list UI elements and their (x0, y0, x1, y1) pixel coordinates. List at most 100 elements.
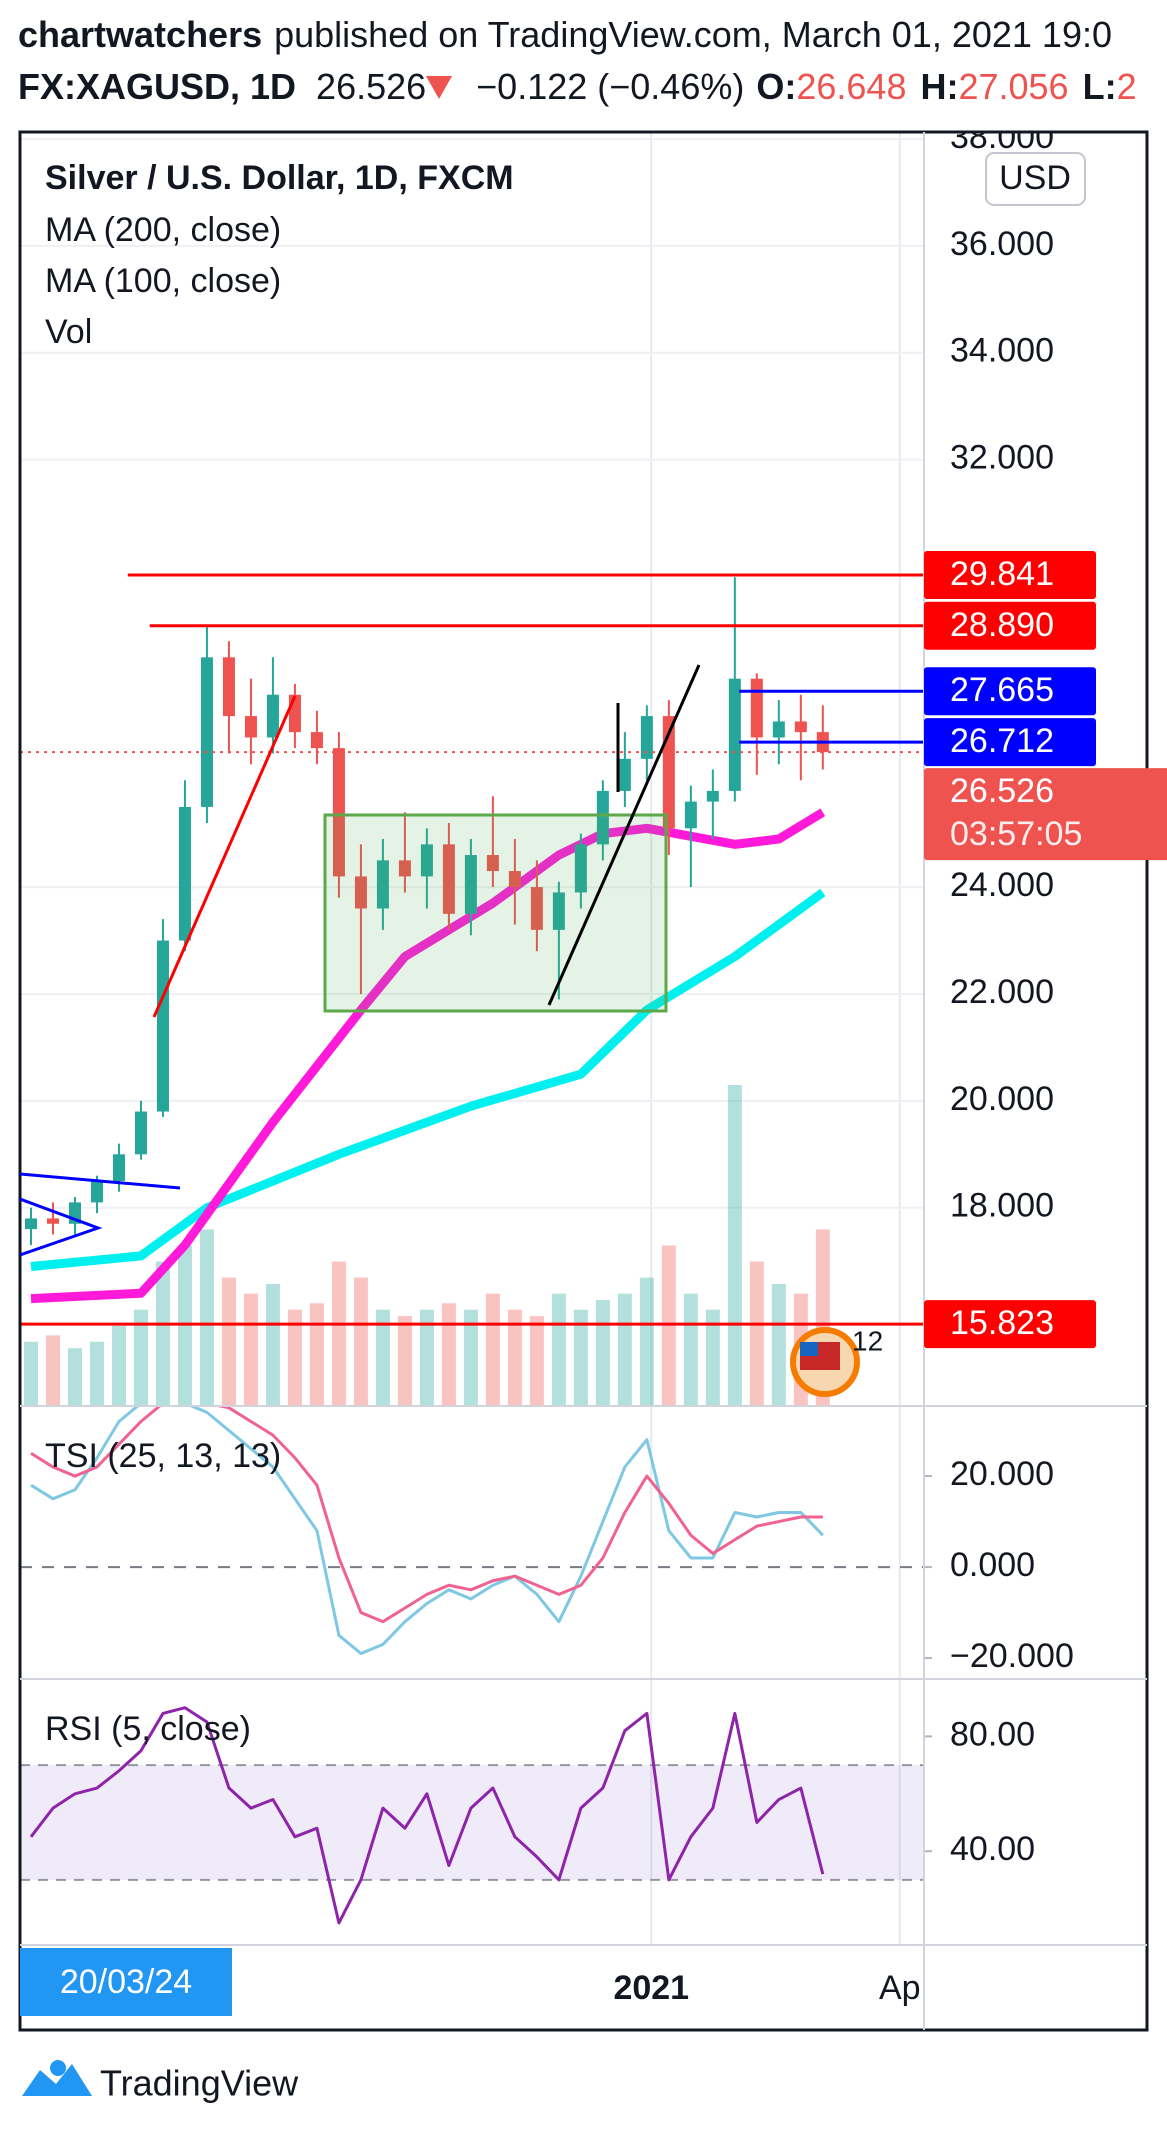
volume-bar (397, 1316, 412, 1406)
high-label: H: (920, 66, 958, 107)
legend-entry: MA (200, close) (45, 211, 281, 249)
indicator-line (30, 1406, 823, 1624)
volume-bar (529, 1316, 544, 1406)
candle-body (244, 716, 257, 738)
y-tick-label: 36.000 (950, 225, 1054, 263)
volume-bar (551, 1293, 566, 1406)
legend-entry: Vol (45, 313, 92, 351)
volume-bar (155, 1261, 170, 1406)
date-marker-box (20, 1948, 232, 2016)
y-tick-label: 40.00 (950, 1830, 1035, 1868)
x-tick-label: Ap (879, 1969, 921, 2007)
high: 27.056 (958, 66, 1068, 107)
candle-body (530, 887, 543, 930)
triangle-line (20, 1197, 103, 1257)
pane-title: RSI (5, close) (45, 1710, 251, 1748)
volume-bar (771, 1284, 786, 1406)
price-tag-label: 26.526 (950, 772, 1054, 810)
candle-body (310, 732, 323, 749)
y-tick-label: 22.000 (950, 973, 1054, 1011)
volume-bar (177, 1245, 192, 1406)
volume-bar (243, 1293, 258, 1406)
down-arrow (426, 76, 452, 99)
pane: 2021 Ap (613, 1969, 920, 2007)
volume-bar (727, 1085, 742, 1406)
y-tick-label: 34.000 (950, 332, 1054, 370)
candle-body (376, 860, 389, 909)
y-tick-label: 20.000 (950, 1080, 1054, 1118)
price-tag (924, 601, 1096, 650)
volume-bar (287, 1309, 302, 1406)
y-tick-label: −20.000 (950, 1637, 1074, 1675)
footer-brand: TradingView (100, 2063, 299, 2104)
y-tick-label: 24.000 (950, 866, 1054, 904)
indicator-line (30, 1406, 824, 1656)
candle-body (112, 1154, 125, 1182)
candle-body (706, 790, 719, 802)
open-label: O: (756, 66, 796, 107)
candle-body (508, 871, 521, 888)
volume-bar (705, 1309, 720, 1406)
x-tick-label: 2021 (613, 1969, 689, 2007)
event-count[interactable]: 12 (852, 1325, 883, 1356)
volume-bar (749, 1261, 764, 1406)
candle-body (288, 694, 301, 733)
legend-title: Silver / U.S. Dollar, 1D, FXCM (45, 159, 514, 197)
y-tick-label: 80.00 (950, 1715, 1035, 1753)
candle-body (332, 748, 345, 877)
chart-frame (18, 130, 1149, 2032)
candle-body (222, 657, 235, 717)
candle-body (486, 855, 499, 872)
volume-bar (507, 1309, 522, 1406)
candle-body (398, 860, 411, 877)
candle-body (552, 892, 565, 930)
volume-bar (441, 1303, 456, 1406)
volume-bar (111, 1325, 126, 1406)
indicator-line (29, 1706, 825, 1925)
volume-bar (573, 1309, 588, 1406)
low-label: L: (1083, 66, 1117, 107)
moving-average (30, 888, 826, 1272)
candle-body (772, 721, 785, 738)
header-line-2: FX:XAGUSD, 1D 26.526 −0.122 (−0.46%) O:26.6… (18, 66, 1137, 107)
volume-bar (221, 1277, 236, 1406)
candle-body (574, 844, 587, 893)
volume-bar (353, 1277, 368, 1406)
candle-body (266, 694, 279, 738)
candle-body (200, 657, 213, 807)
price-tag-label: 29.841 (950, 555, 1054, 593)
flag-icon (800, 1342, 818, 1356)
pane (20, 1406, 924, 1656)
volume-bar (67, 1348, 82, 1406)
volume-bar (683, 1293, 698, 1406)
countdown: 03:57:05 (950, 815, 1082, 853)
low: 2 (1117, 66, 1137, 107)
currency-button[interactable] (985, 152, 1086, 206)
last-price: 26.526 (316, 66, 426, 107)
drawings (20, 664, 701, 1257)
price-tag (924, 1300, 1096, 1349)
volume-bar (23, 1341, 38, 1406)
currency-label[interactable]: USD (999, 159, 1071, 197)
y-tick-label: 0.000 (950, 1546, 1035, 1584)
volume-bar (485, 1293, 500, 1406)
price-tag-label: 26.712 (950, 722, 1054, 760)
pane: 18.000 20.000 22.000 24.000 32.000 34.000 36.0… (924, 118, 1074, 1868)
candle-body (354, 876, 367, 909)
volume-bar (331, 1261, 346, 1406)
candle-body (442, 844, 455, 914)
y-tick-label: 18.000 (950, 1187, 1054, 1225)
pane (20, 1706, 924, 1925)
range-box (323, 813, 668, 1013)
candle-body (794, 721, 807, 733)
pane (20, 137, 924, 1406)
author: chartwatchers (18, 14, 262, 55)
price-tag-label: 27.665 (950, 671, 1054, 709)
header-line-1: chartwatchers published on TradingView.co… (18, 14, 1112, 55)
candle-body (24, 1218, 37, 1230)
candle-body (662, 716, 675, 829)
y-tick-label: 38.000 (950, 118, 1054, 156)
candle-body (156, 940, 169, 1112)
volume-bar (595, 1300, 610, 1406)
